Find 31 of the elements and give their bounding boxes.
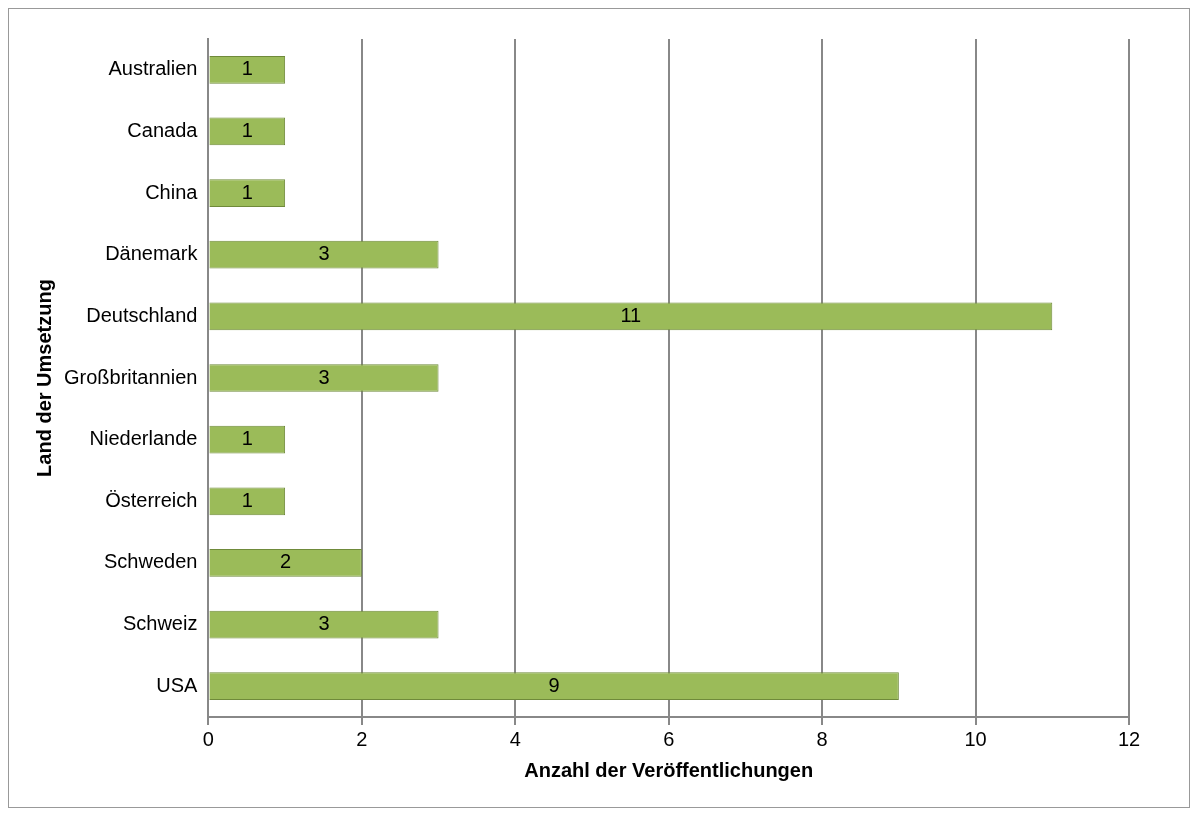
data-label: 9 (548, 673, 560, 696)
data-label: 3 (318, 612, 330, 635)
y-tick-label: Deutschland (86, 303, 198, 326)
x-tick-label: 2 (356, 727, 368, 750)
x-tick-label: 12 (1117, 727, 1141, 750)
y-axis-title: Land der Umsetzung (32, 279, 55, 477)
data-label: 11 (620, 303, 642, 326)
data-label: 1 (241, 488, 253, 511)
x-tick-label: 6 (663, 727, 675, 750)
x-tick-label: 10 (964, 727, 987, 750)
y-tick-label: USA (156, 673, 199, 696)
data-label: 3 (318, 242, 330, 265)
y-tick-label: China (145, 180, 199, 203)
data-label: 2 (280, 550, 292, 573)
y-tick-label: Schweden (103, 550, 198, 573)
x-tick-label: 4 (509, 727, 521, 750)
y-tick-label: Australien (108, 57, 198, 80)
y-tick-label: Niederlande (89, 427, 198, 450)
y-tick-label: Österreich (105, 488, 198, 511)
y-tick-label: Canada (127, 118, 199, 141)
data-label: 1 (241, 180, 253, 203)
y-tick-label: Großbritannien (63, 365, 198, 388)
y-tick-label: Schweiz (122, 612, 198, 635)
x-tick-label: 0 (202, 727, 214, 750)
x-axis-title: Anzahl der Veröffentlichungen (524, 758, 814, 781)
data-label: 1 (241, 118, 253, 141)
data-label: 1 (241, 427, 253, 450)
x-tick-label: 8 (816, 727, 828, 750)
data-label: 1 (241, 57, 253, 80)
y-tick-label: Dänemark (105, 242, 199, 265)
data-label: 3 (318, 365, 330, 388)
